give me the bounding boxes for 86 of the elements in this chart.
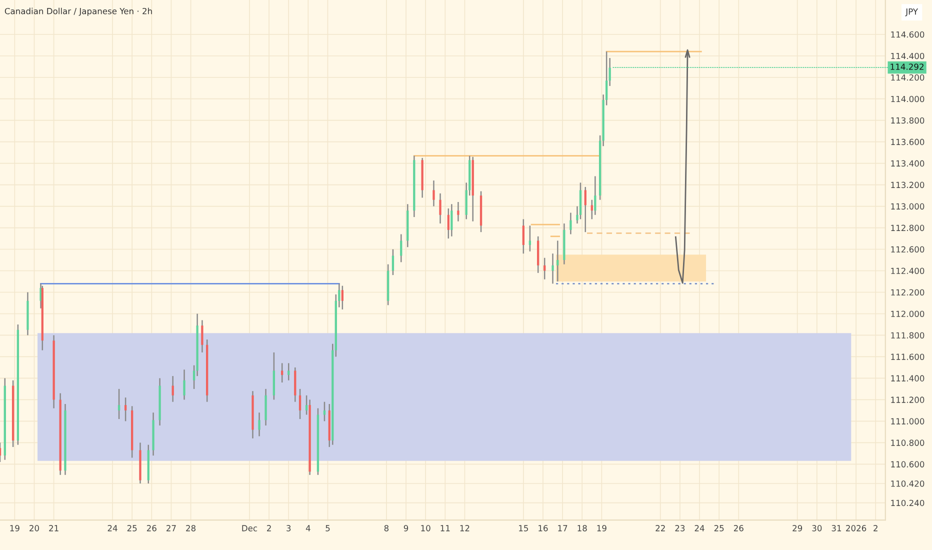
candlestick — [288, 362, 290, 381]
x-tick-label: 11 — [440, 525, 450, 532]
y-tick-label: 111.200 — [891, 396, 924, 403]
x-tick-label: 29 — [792, 525, 802, 532]
y-tick-label: 110.240 — [891, 500, 924, 506]
candlestick — [450, 204, 453, 237]
x-tick-label: 17 — [558, 525, 568, 532]
y-tick-label: 110.800 — [891, 440, 924, 446]
y-tick-label: 112.200 — [891, 289, 924, 296]
x-tick-label: 16 — [538, 525, 548, 532]
candlestick — [594, 176, 596, 216]
x-tick-label: 28 — [186, 525, 196, 532]
candlestick — [341, 285, 344, 310]
y-tick-label: 111.600 — [891, 354, 924, 360]
x-tick-label: 8 — [384, 525, 389, 532]
candlestick — [528, 225, 532, 252]
y-tick-label: 113.200 — [891, 182, 924, 188]
candlestick — [544, 257, 546, 280]
x-tick-label: 25 — [127, 525, 137, 532]
candlestick — [400, 234, 402, 263]
x-tick-label: 27 — [166, 525, 176, 532]
y-tick-label: 111.800 — [891, 332, 924, 339]
x-tick-label: 18 — [578, 525, 587, 532]
x-tick-label: 10 — [421, 525, 430, 532]
candlestick — [201, 320, 204, 354]
candlestick — [281, 362, 284, 384]
x-tick-label: 21 — [49, 525, 58, 532]
candlestick — [392, 248, 394, 276]
candlestick — [298, 388, 302, 420]
candlestick — [172, 375, 174, 402]
y-tick-label: 114.200 — [891, 74, 924, 81]
y-tick-label: 110.600 — [891, 461, 924, 468]
candlestick — [439, 192, 442, 224]
candlestick — [118, 388, 120, 420]
x-tick-label: 2026 — [846, 525, 866, 532]
text: Canadian Dollar / Japanese Yen · 2h — [4, 8, 152, 16]
x-tick-label: 24 — [108, 525, 118, 532]
x-tick-label: 31 — [832, 525, 842, 532]
candlestick — [183, 368, 186, 400]
x-tick-label: 3 — [286, 525, 291, 532]
x-tick-label: 19 — [10, 525, 20, 532]
y-tick-label: 111.400 — [891, 375, 924, 382]
y-tick-label: 112.400 — [891, 268, 924, 274]
candlestick — [522, 218, 524, 254]
candlestick — [305, 394, 308, 416]
y-tick-label: 113.400 — [891, 160, 924, 167]
x-tick-label: 19 — [597, 525, 606, 532]
x-tick-label: 12 — [460, 525, 470, 532]
x-tick-label: 15 — [519, 525, 528, 532]
y-tick-label: 113.000 — [891, 203, 924, 210]
y-tick-label: 112.800 — [891, 224, 924, 232]
candlestick — [570, 212, 572, 235]
x-tick-label: 20 — [30, 525, 39, 532]
y-tick-label: 114.400 — [891, 52, 924, 60]
x-tick-label: Dec — [242, 525, 258, 532]
candlestick — [556, 240, 559, 282]
x-tick-label: 22 — [656, 525, 665, 532]
y-tick-label: 114.600 — [891, 31, 924, 38]
candlestick — [590, 199, 593, 220]
x-tick-label: 25 — [714, 525, 724, 532]
y-tick-label: 111.000 — [891, 418, 924, 424]
candlestick — [584, 186, 586, 233]
candlestick — [258, 412, 260, 437]
x-tick-label: 30 — [812, 525, 822, 532]
x-tick-label: 26 — [734, 525, 744, 532]
candlestick — [447, 208, 450, 240]
y-tick-label: 114.000 — [891, 96, 924, 102]
y-tick-label: 112.000 — [891, 310, 924, 318]
x-tick-label: 2 — [267, 525, 271, 532]
x-tick-label: 4 — [306, 525, 310, 532]
text: JPY — [905, 8, 918, 16]
candlestick — [552, 252, 554, 284]
x-tick-label: 24 — [694, 525, 704, 532]
y-tick-label: 112.600 — [891, 246, 924, 253]
y-tick-label: 113.800 — [891, 117, 924, 124]
x-tick-label: 26 — [146, 525, 156, 532]
y-tick-label: 113.600 — [891, 138, 924, 146]
candlestick — [457, 201, 460, 222]
annotation: 114.292 — [890, 64, 924, 70]
x-tick-label: 9 — [404, 525, 408, 532]
y-tick-label: 110.420 — [891, 480, 924, 487]
x-tick-label: 2 — [874, 525, 878, 532]
candlestick — [124, 396, 127, 422]
candlestick — [432, 180, 435, 207]
x-tick-label: 5 — [326, 525, 330, 532]
x-tick-label: 23 — [675, 525, 685, 532]
